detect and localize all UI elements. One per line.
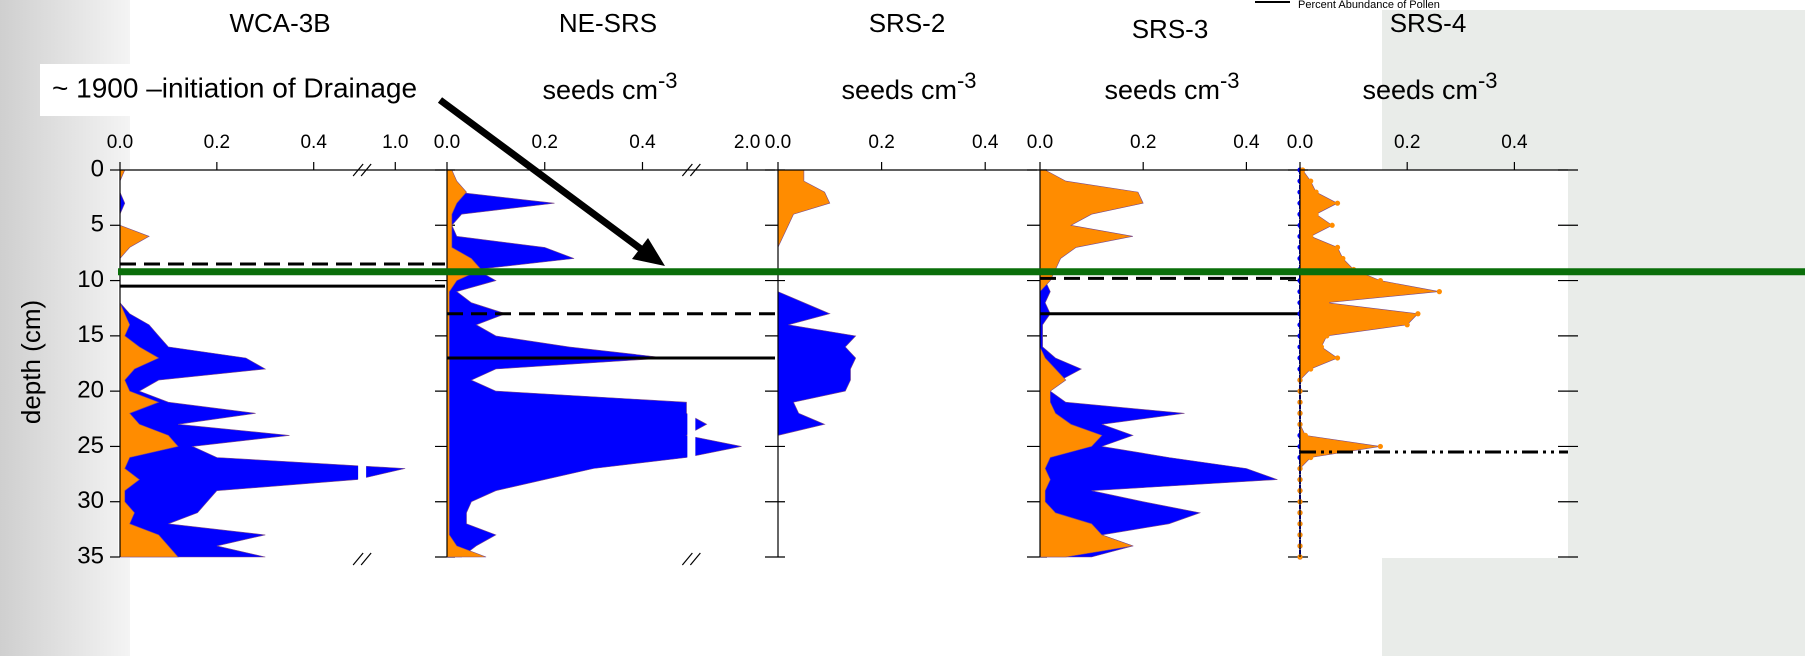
panel-title: SRS-3 [1132, 14, 1209, 44]
y-tick-label: 35 [77, 542, 104, 569]
x-axis-label-text: seeds cm [1104, 75, 1220, 105]
x-tick-label: 0.0 [765, 132, 791, 153]
annotation: ~ 1900 –initiation of Drainage [52, 72, 417, 103]
x-tick-label: 0.2 [204, 132, 230, 153]
panel-title: SRS-4 [1390, 8, 1467, 38]
x-tick-label: 0.2 [868, 132, 894, 153]
data-point [1405, 322, 1410, 327]
x-axis-label-exponent: -3 [1478, 68, 1498, 93]
y-tick-label: 20 [77, 376, 104, 403]
data-point [1308, 366, 1313, 371]
y-tick-label: 5 [91, 211, 104, 238]
x-axis-label-exponent: -3 [1220, 68, 1240, 93]
x-axis-label-text: seeds cm [841, 75, 957, 105]
data-point [1324, 300, 1329, 305]
data-point [1308, 178, 1313, 183]
x-tick-label: 0.2 [1130, 132, 1156, 153]
data-point [1303, 433, 1308, 438]
y-tick-label: 30 [77, 487, 104, 514]
x-tick-label: 1.0 [382, 132, 408, 153]
data-point [1313, 212, 1318, 217]
data-point [1340, 256, 1345, 261]
x-tick-label: 0.2 [532, 132, 558, 153]
x-axis-label-exponent: -3 [957, 68, 977, 93]
data-point [1308, 455, 1313, 460]
x-axis-label-exponent: -3 [658, 68, 678, 93]
data-point [1319, 344, 1324, 349]
legend-caption: Percent Abundance of Pollen [1298, 0, 1440, 11]
data-point [1330, 223, 1335, 228]
data-point [1415, 311, 1420, 316]
y-tick-label: 15 [77, 321, 104, 348]
x-tick-label: 0.0 [434, 132, 460, 153]
x-axis-label-text: seeds cm [1362, 75, 1478, 105]
x-tick-label: 0.4 [1501, 132, 1528, 153]
y-axis-label: depth (cm) [16, 300, 46, 424]
data-point [1324, 333, 1329, 338]
x-axis-label-text: seeds cm [542, 75, 658, 105]
x-tick-label: 0.4 [972, 132, 999, 153]
panel-title: NE-SRS [559, 8, 657, 38]
x-tick-label: 0.0 [1287, 132, 1313, 153]
x-tick-label: 0.4 [629, 132, 656, 153]
panel-title: SRS-2 [869, 8, 946, 38]
x-axis-label: seeds cm-3 [1104, 68, 1239, 105]
data-point [1437, 289, 1442, 294]
x-tick-label: 0.4 [300, 132, 327, 153]
x-tick-label: 0.0 [1027, 132, 1053, 153]
x-tick-label: 0.4 [1233, 132, 1260, 153]
x-axis-label: seeds cm-3 [841, 68, 976, 105]
data-point [1378, 444, 1383, 449]
y-tick-label: 25 [77, 432, 104, 459]
x-axis-label: seeds cm-3 [542, 68, 677, 105]
chart: WCA-3B0.00.20.41.0NE-SRSseeds cm-30.00.2… [0, 0, 1805, 656]
data-point [1378, 278, 1383, 283]
data-point [1335, 355, 1340, 360]
x-tick-label: 2.0 [734, 132, 760, 153]
data-point [1313, 190, 1318, 195]
y-tick-label: 0 [91, 155, 104, 182]
data-point [1335, 245, 1340, 250]
axis-break-gap [358, 172, 366, 563]
data-point [1335, 201, 1340, 206]
x-tick-label: 0.0 [107, 132, 133, 153]
data-point [1308, 234, 1313, 239]
panel-title: WCA-3B [229, 8, 330, 38]
x-tick-label: 0.2 [1394, 132, 1420, 153]
axis-break-gap [687, 172, 695, 563]
y-tick-label: 10 [77, 266, 104, 293]
